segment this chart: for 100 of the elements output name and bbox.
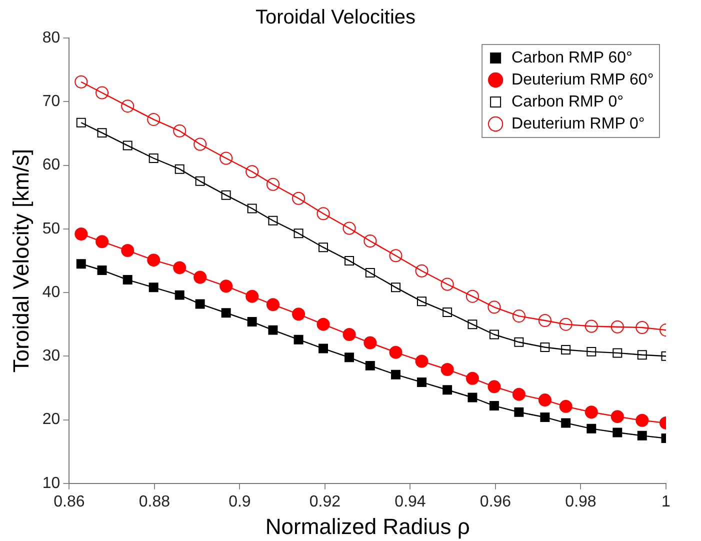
point: [489, 401, 499, 411]
y-tick-label: 20: [42, 411, 60, 428]
point: [342, 328, 356, 342]
point: [246, 165, 259, 178]
point: [561, 345, 571, 355]
point: [488, 300, 501, 314]
point: [612, 348, 622, 358]
point: [365, 360, 375, 370]
point: [365, 268, 375, 278]
point: [122, 140, 132, 150]
y-tick-label: 70: [42, 93, 60, 110]
point: [586, 424, 596, 434]
x-tick-label: 0.88: [138, 493, 170, 510]
x-tick-label: 0.94: [394, 493, 426, 510]
point: [266, 298, 280, 312]
point: [121, 100, 134, 113]
point: [584, 320, 598, 333]
point: [389, 249, 402, 262]
point: [466, 372, 479, 385]
point: [266, 178, 280, 191]
x-tick-label: 0.9: [228, 493, 251, 510]
point: [561, 418, 571, 428]
legend-label: Carbon RMP 0°: [512, 93, 624, 110]
point: [121, 244, 134, 258]
x-tick-label: 0.96: [480, 493, 512, 510]
point: [489, 330, 499, 340]
point: [174, 290, 184, 300]
point: [318, 242, 328, 252]
point: [612, 428, 622, 438]
point: [512, 388, 526, 401]
point: [246, 290, 259, 303]
point: [514, 337, 524, 347]
point: [610, 320, 624, 334]
point: [173, 124, 186, 138]
y-tick-label: 60: [42, 156, 60, 174]
point: [559, 400, 572, 413]
point: [268, 216, 278, 226]
point: [220, 280, 233, 293]
point: [318, 344, 328, 354]
point: [442, 307, 452, 317]
x-axis-title: Normalized Radius ρ: [265, 514, 470, 539]
point: [247, 317, 257, 327]
point: [559, 318, 572, 331]
legend-label: Carbon RMP 60°: [512, 49, 632, 66]
point: [344, 352, 354, 362]
point: [195, 176, 205, 186]
point: [466, 290, 479, 303]
legend-label: Deuterium RMP 60°: [512, 71, 654, 88]
legend-label: Deuterium RMP 0°: [512, 115, 645, 132]
point: [389, 346, 402, 359]
point: [390, 282, 400, 292]
point: [415, 354, 428, 368]
point: [512, 310, 526, 323]
point: [174, 164, 184, 174]
point: [610, 410, 624, 424]
point: [468, 320, 478, 330]
point: [636, 414, 649, 427]
point: [294, 228, 304, 238]
point: [344, 256, 354, 266]
point: [148, 154, 158, 163]
chart-title: Toroidal Velocities: [255, 6, 416, 29]
point: [76, 259, 86, 269]
point: [96, 86, 109, 100]
point: [173, 261, 186, 274]
point: [97, 266, 107, 275]
point: [268, 325, 278, 335]
x-tick-label: 0.92: [309, 493, 341, 510]
x-tick-label: 0.98: [565, 493, 596, 510]
point: [294, 334, 304, 344]
x-tick-label: 1: [662, 493, 671, 510]
y-axis-title: Toroidal Velocity [km/s]: [8, 148, 34, 373]
point: [415, 264, 428, 278]
point: [538, 394, 552, 407]
y-tick-label: 10: [42, 474, 60, 492]
point: [148, 282, 158, 292]
point: [96, 235, 109, 248]
point: [637, 430, 647, 440]
point: [540, 342, 550, 352]
point: [584, 406, 598, 419]
point: [147, 254, 160, 267]
point: [468, 392, 478, 402]
point: [442, 385, 452, 395]
point: [147, 112, 160, 126]
point: [194, 138, 207, 151]
point: [195, 299, 205, 309]
y-tick-label: 30: [42, 348, 60, 365]
point: [194, 270, 207, 284]
point: [440, 278, 454, 291]
point: [440, 363, 454, 376]
point: [76, 118, 86, 128]
point: [488, 380, 501, 394]
point: [292, 192, 306, 205]
point: [221, 190, 231, 200]
point: [220, 152, 233, 165]
point: [122, 275, 132, 285]
point: [97, 128, 107, 138]
point: [538, 314, 552, 328]
point: [74, 227, 88, 240]
y-tick-label: 50: [42, 220, 60, 238]
point: [636, 321, 649, 334]
